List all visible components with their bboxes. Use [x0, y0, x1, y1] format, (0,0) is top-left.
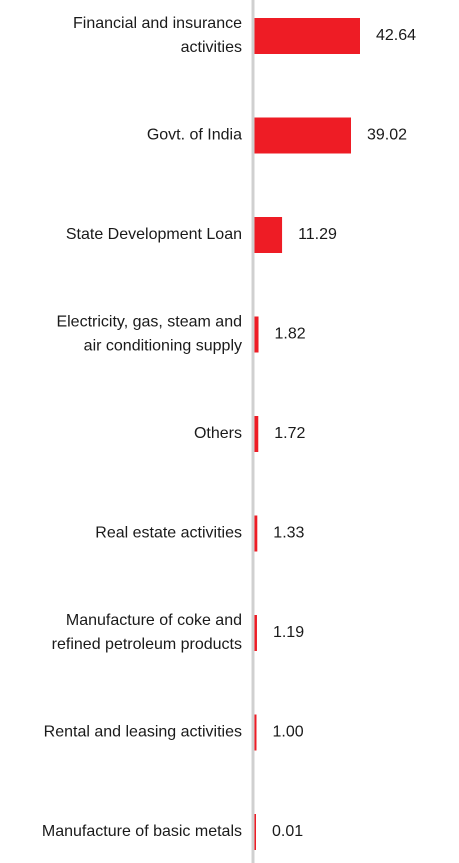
category-label: Govt. of India [147, 127, 242, 144]
value-labels-group: 42.64 39.02 11.29 1.82 1.72 1.33 1.19 1.00 0.01 [272, 27, 416, 840]
data-label: 39.02 [367, 127, 407, 144]
category-label-line: Manufacture of coke and [66, 612, 242, 629]
category-label: Manufacture of coke and refined petroleum… [52, 612, 242, 653]
bar [254, 714, 257, 751]
data-label: 11.29 [298, 226, 337, 243]
category-label: State Development Loan [66, 226, 242, 243]
data-label: 1.00 [272, 724, 303, 741]
data-label: 1.72 [274, 425, 305, 442]
category-label: Manufacture of basic metals [42, 823, 242, 840]
category-label: Financial and insurance activities [73, 15, 242, 56]
data-label: 42.64 [376, 27, 416, 44]
category-label-line: refined petroleum products [52, 636, 242, 653]
category-label-line: Electricity, gas, steam and [56, 314, 242, 331]
bar [254, 217, 283, 253]
bar [254, 18, 360, 54]
bar [254, 416, 259, 452]
category-label-line: air conditioning supply [84, 338, 242, 355]
category-label-line: Real estate activities [95, 525, 242, 542]
bar [254, 515, 258, 552]
data-label: 1.19 [273, 624, 304, 641]
category-labels-group: Financial and insurance activities Govt. o… [42, 15, 242, 840]
category-label-line: Others [194, 425, 242, 442]
category-label-line: Rental and leasing activities [44, 724, 242, 741]
bar [254, 117, 352, 154]
bar [254, 316, 259, 353]
data-label: 1.33 [273, 525, 304, 542]
bar [254, 615, 257, 651]
data-label: 1.82 [275, 326, 306, 343]
category-label: Electricity, gas, steam and air condition… [56, 314, 242, 355]
category-label: Others [194, 425, 242, 442]
category-label: Rental and leasing activities [44, 724, 242, 741]
data-label: 0.01 [272, 823, 303, 840]
category-label-line: activities [181, 39, 242, 56]
category-label-line: State Development Loan [66, 226, 242, 243]
bars-group [254, 18, 360, 850]
category-label-line: Financial and insurance [73, 15, 242, 32]
category-label: Real estate activities [95, 525, 242, 542]
category-label-line: Govt. of India [147, 127, 242, 144]
category-label-line: Manufacture of basic metals [42, 823, 242, 840]
bar [254, 814, 256, 850]
